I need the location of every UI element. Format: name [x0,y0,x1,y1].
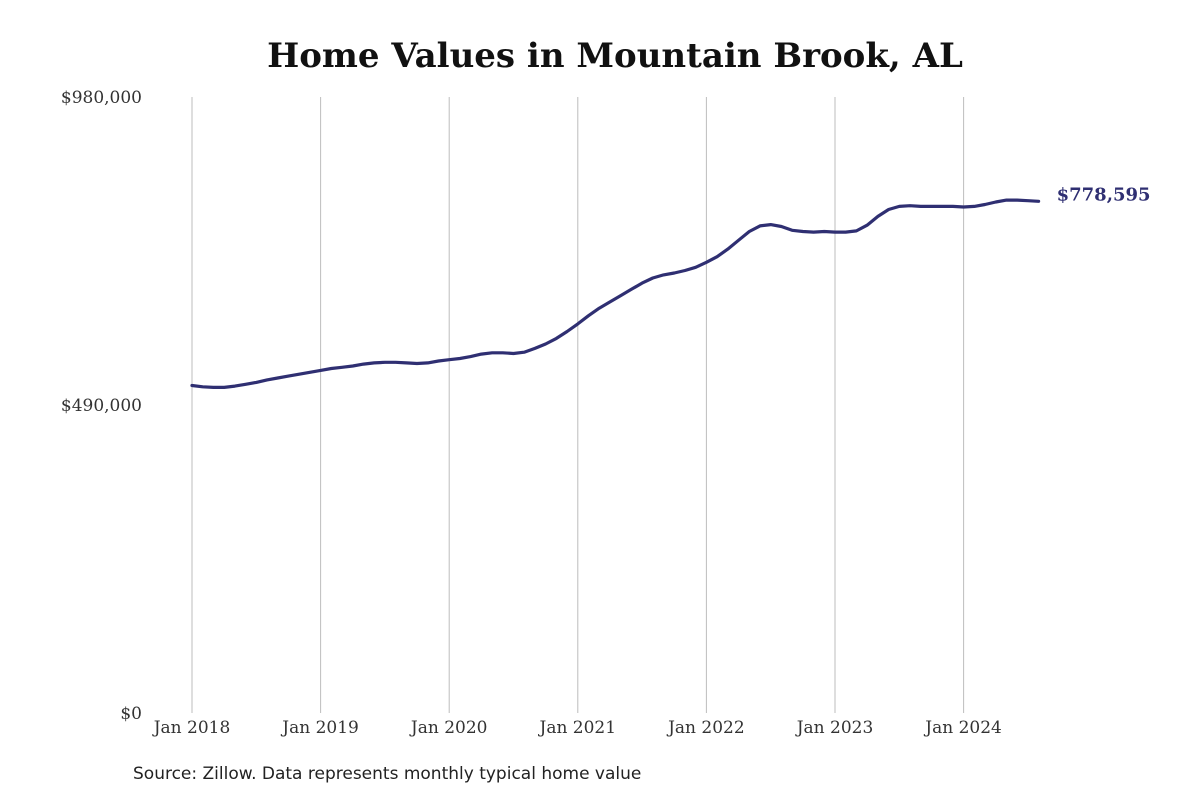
x-tick-label-6: Jan 2024 [923,718,1002,738]
y-axis-ticks: $0 $490,000 $980,000 [61,88,142,724]
y-tick-label-1: $490,000 [61,396,142,416]
x-tick-label-3: Jan 2021 [538,718,617,738]
x-tick-label-5: Jan 2023 [795,718,874,738]
x-axis-ticks: Jan 2018 Jan 2019 Jan 2020 Jan 2021 Jan 2022… [152,718,1002,738]
x-tick-label-2: Jan 2020 [409,718,488,738]
gridlines [191,97,965,713]
y-tick-label-0: $0 [120,704,142,724]
x-tick-label-0: Jan 2018 [152,718,231,738]
chart-title: Home Values in Mountain Brook, AL [267,36,963,76]
chart-source-note: Source: Zillow. Data represents monthly … [133,764,642,784]
series-line-home-value [190,198,1041,389]
end-value-label: $778,595 [1057,184,1151,205]
x-tick-label-1: Jan 2019 [280,718,359,738]
y-tick-label-2: $980,000 [61,88,142,108]
x-tick-label-4: Jan 2022 [666,718,745,738]
